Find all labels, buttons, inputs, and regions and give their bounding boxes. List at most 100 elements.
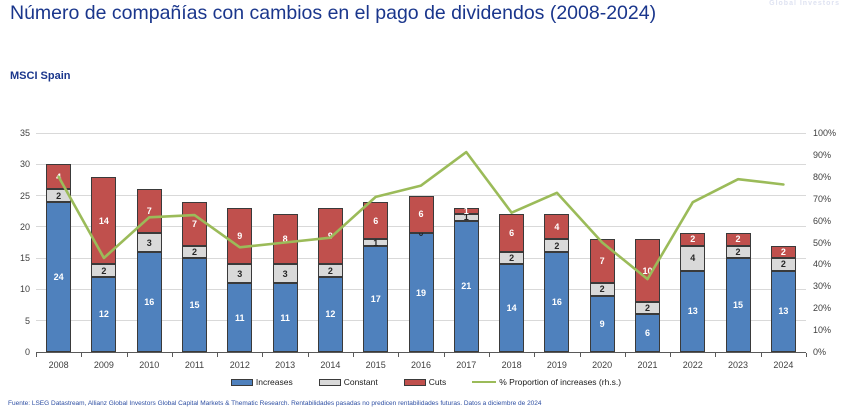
y-axis-tick-label: 35 bbox=[19, 128, 30, 138]
chart-subtitle: MSCI Spain bbox=[10, 70, 71, 82]
bar-segment-value: 13 bbox=[778, 306, 789, 317]
bar-segment-increases bbox=[725, 258, 751, 352]
bar-segment-value: 21 bbox=[461, 281, 472, 292]
bar-segment-value: 14 bbox=[98, 215, 109, 226]
bar-segment-value: 2 bbox=[56, 190, 62, 201]
bar-segment-value: 3 bbox=[282, 268, 288, 279]
legend-label: % Proportion of increases (rh.s.) bbox=[499, 377, 622, 387]
bar-segment-constant bbox=[227, 264, 253, 284]
bar-segment-cuts bbox=[725, 233, 751, 246]
x-axis-category-label: 2017 bbox=[456, 360, 477, 370]
right-axis-tick-label: 30% bbox=[813, 281, 832, 292]
gridline bbox=[36, 163, 806, 165]
legend-label: Increases bbox=[255, 377, 293, 387]
bar-segment-value: 2 bbox=[780, 246, 786, 257]
bar-segment-value: 6 bbox=[644, 328, 650, 339]
bar-segment-value: 2 bbox=[192, 246, 198, 257]
x-axis-category-label: 2011 bbox=[184, 360, 205, 370]
bar-segment-constant bbox=[634, 301, 660, 315]
y-axis-tick-label: 5 bbox=[24, 315, 30, 326]
right-axis-tick-label: 60% bbox=[813, 215, 832, 226]
x-axis-tick bbox=[36, 353, 37, 357]
bar-segment-value: 2 bbox=[101, 265, 107, 276]
x-axis-line bbox=[36, 352, 806, 353]
bar-segment-increases bbox=[182, 258, 208, 352]
x-axis-tick bbox=[307, 353, 309, 357]
source-note: Fuente: LSEG Datastream, Allianz Global … bbox=[8, 400, 542, 407]
bar-segment-increases bbox=[680, 270, 706, 352]
x-axis-tick bbox=[670, 353, 672, 357]
y-axis-tick-label: 25 bbox=[19, 190, 30, 201]
bar-segment-value: 2 bbox=[690, 234, 696, 245]
bar-segment-value: 15 bbox=[733, 300, 744, 311]
legend-item-proportion-line: % Proportion of increases (rh.s.) bbox=[472, 377, 621, 387]
bar-segment-value: 9 bbox=[599, 318, 605, 329]
bar-segment-cuts bbox=[680, 233, 706, 246]
right-axis-tick-label: 80% bbox=[813, 171, 832, 182]
y-axis-tick-label: 0 bbox=[24, 347, 30, 357]
x-axis-tick bbox=[624, 353, 626, 357]
x-axis-category-label: 2008 bbox=[48, 360, 69, 370]
legend-item-cuts: Cuts bbox=[403, 377, 447, 387]
bar-segment-value: 11 bbox=[280, 312, 290, 323]
right-axis-tick-label: 70% bbox=[813, 193, 832, 204]
bar-segment-value: 11 bbox=[235, 312, 245, 323]
bar-segment-value: 2 bbox=[554, 240, 560, 251]
bar-segment-value: 2 bbox=[644, 303, 650, 314]
bar-segment-value: 3 bbox=[146, 237, 152, 248]
bar-segment-value: 6 bbox=[373, 215, 379, 226]
bar-segment-value: 4 bbox=[690, 253, 696, 264]
bar-segment-constant bbox=[91, 264, 117, 277]
legend-label: Cuts bbox=[428, 377, 447, 387]
bar-segment-value: 6 bbox=[418, 209, 424, 220]
bar-segment-increases bbox=[46, 201, 72, 352]
bar-segment-increases bbox=[317, 276, 343, 352]
x-axis-category-label: 2018 bbox=[501, 360, 522, 370]
bar-segment-cuts bbox=[363, 201, 389, 240]
bar-segment-value: 7 bbox=[146, 206, 152, 217]
page-title: Número de compañías con cambios en el pa… bbox=[10, 2, 657, 24]
x-axis-tick bbox=[262, 353, 264, 357]
right-axis-tick-label: 50% bbox=[813, 237, 832, 248]
increases-swatch-icon bbox=[230, 378, 253, 386]
bar-segment-constant bbox=[272, 264, 298, 284]
x-axis-category-label: 2020 bbox=[592, 360, 613, 370]
x-axis-category-label: 2010 bbox=[139, 360, 160, 370]
bar-segment-value: 13 bbox=[687, 306, 698, 317]
bar-segment-constant bbox=[363, 239, 389, 246]
x-axis-tick bbox=[217, 353, 219, 357]
bar-segment-cuts bbox=[770, 245, 796, 259]
right-axis-tick-label: 40% bbox=[813, 259, 832, 270]
bar-segment-cuts bbox=[227, 208, 253, 265]
constant-swatch-icon bbox=[318, 378, 341, 386]
bar-segment-value: 2 bbox=[509, 253, 515, 264]
bar-segment-value: 2 bbox=[735, 234, 741, 245]
bar-segment-value: 12 bbox=[98, 309, 109, 320]
bar-segment-value: 1 bbox=[463, 212, 469, 223]
bar-segment-value: 17 bbox=[370, 293, 381, 304]
bar-segment-constant bbox=[589, 283, 615, 296]
bar-segment-value: 2 bbox=[780, 259, 786, 270]
bar-segment-increases bbox=[770, 270, 796, 352]
bar-segment-value: 19 bbox=[415, 287, 426, 298]
bar-segment-value: 15 bbox=[189, 300, 200, 311]
x-axis-tick bbox=[398, 353, 400, 357]
x-axis-tick bbox=[171, 353, 173, 357]
chart-legend: Increases Constant Cuts % Proportion of … bbox=[0, 374, 852, 390]
bar-segment-value: 6 bbox=[509, 228, 515, 239]
bar-segment-value: 7 bbox=[599, 256, 605, 267]
bar-segment-constant bbox=[770, 258, 796, 271]
bar-segment-constant bbox=[136, 233, 162, 252]
bar-segment-value: 1 bbox=[463, 206, 469, 217]
y-axis-tick-label: 10 bbox=[19, 284, 30, 295]
x-axis-category-label: 2014 bbox=[320, 360, 341, 370]
right-axis-tick-label: 20% bbox=[813, 303, 832, 314]
x-axis-category-label: 2022 bbox=[682, 360, 703, 370]
bar-segment-value: 1 bbox=[373, 237, 379, 248]
bar-segment-cuts bbox=[453, 208, 479, 215]
x-axis-category-label: 2024 bbox=[773, 360, 794, 370]
right-axis-tick-label: 0% bbox=[813, 347, 827, 357]
y-axis-tick-label: 30 bbox=[19, 159, 30, 170]
